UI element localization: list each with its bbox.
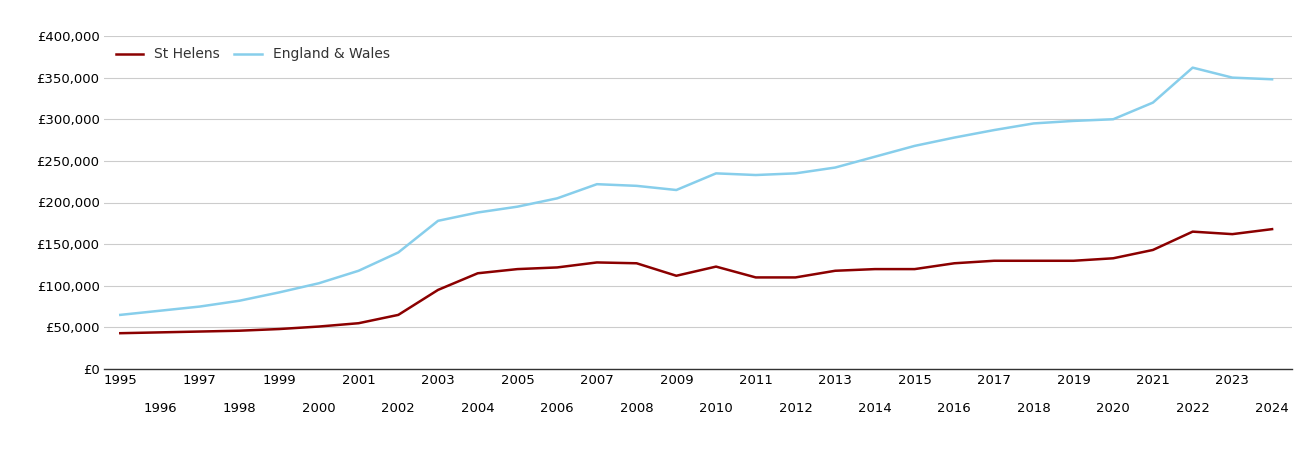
- St Helens: [1265, 226, 1280, 232]
- St Helens: [311, 324, 326, 329]
- England & Wales: [748, 172, 763, 178]
- St Helens: [1066, 258, 1082, 263]
- England & Wales: [1224, 75, 1240, 80]
- England & Wales: [1026, 121, 1041, 126]
- St Helens: [351, 320, 367, 326]
- St Helens: [390, 312, 406, 318]
- St Helens: [470, 270, 485, 276]
- England & Wales: [629, 183, 645, 189]
- England & Wales: [827, 165, 843, 170]
- Legend: St Helens, England & Wales: St Helens, England & Wales: [111, 43, 394, 65]
- St Helens: [987, 258, 1002, 263]
- England & Wales: [192, 304, 207, 309]
- St Helens: [231, 328, 247, 333]
- St Helens: [827, 268, 843, 274]
- St Helens: [946, 261, 962, 266]
- St Helens: [153, 330, 168, 335]
- St Helens: [1185, 229, 1201, 234]
- England & Wales: [390, 250, 406, 255]
- St Helens: [1105, 256, 1121, 261]
- England & Wales: [1144, 100, 1160, 105]
- England & Wales: [709, 171, 724, 176]
- St Helens: [1144, 247, 1160, 252]
- St Helens: [748, 274, 763, 280]
- St Helens: [867, 266, 882, 272]
- St Helens: [510, 266, 526, 272]
- England & Wales: [112, 312, 128, 318]
- England & Wales: [311, 280, 326, 286]
- St Helens: [549, 265, 565, 270]
- St Helens: [431, 287, 446, 292]
- England & Wales: [1185, 65, 1201, 70]
- England & Wales: [987, 127, 1002, 133]
- England & Wales: [153, 308, 168, 313]
- England & Wales: [431, 218, 446, 224]
- St Helens: [629, 261, 645, 266]
- England & Wales: [788, 171, 804, 176]
- St Helens: [1224, 231, 1240, 237]
- St Helens: [271, 326, 287, 332]
- England & Wales: [1066, 118, 1082, 124]
- St Helens: [589, 260, 604, 265]
- England & Wales: [589, 181, 604, 187]
- England & Wales: [231, 298, 247, 303]
- St Helens: [709, 264, 724, 269]
- St Helens: [1026, 258, 1041, 263]
- England & Wales: [470, 210, 485, 215]
- Line: St Helens: St Helens: [120, 229, 1272, 333]
- England & Wales: [271, 290, 287, 295]
- England & Wales: [867, 154, 882, 159]
- England & Wales: [1105, 117, 1121, 122]
- St Helens: [668, 273, 684, 279]
- England & Wales: [351, 268, 367, 274]
- St Helens: [788, 274, 804, 280]
- St Helens: [112, 330, 128, 336]
- St Helens: [907, 266, 923, 272]
- England & Wales: [946, 135, 962, 140]
- England & Wales: [510, 204, 526, 209]
- England & Wales: [668, 187, 684, 193]
- England & Wales: [1265, 76, 1280, 82]
- England & Wales: [907, 143, 923, 148]
- Line: England & Wales: England & Wales: [120, 68, 1272, 315]
- England & Wales: [549, 196, 565, 201]
- St Helens: [192, 329, 207, 334]
